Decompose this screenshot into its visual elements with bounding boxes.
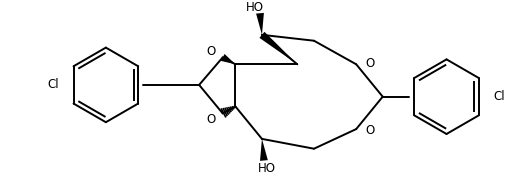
Text: Cl: Cl — [494, 90, 506, 103]
Text: O: O — [365, 124, 374, 137]
Polygon shape — [221, 54, 236, 64]
Polygon shape — [260, 32, 297, 64]
Polygon shape — [256, 13, 264, 35]
Text: O: O — [207, 113, 216, 126]
Text: HO: HO — [246, 1, 264, 14]
Text: HO: HO — [258, 162, 276, 175]
Text: Cl: Cl — [47, 78, 59, 91]
Text: O: O — [365, 57, 374, 70]
Text: O: O — [207, 45, 216, 58]
Polygon shape — [260, 139, 268, 161]
